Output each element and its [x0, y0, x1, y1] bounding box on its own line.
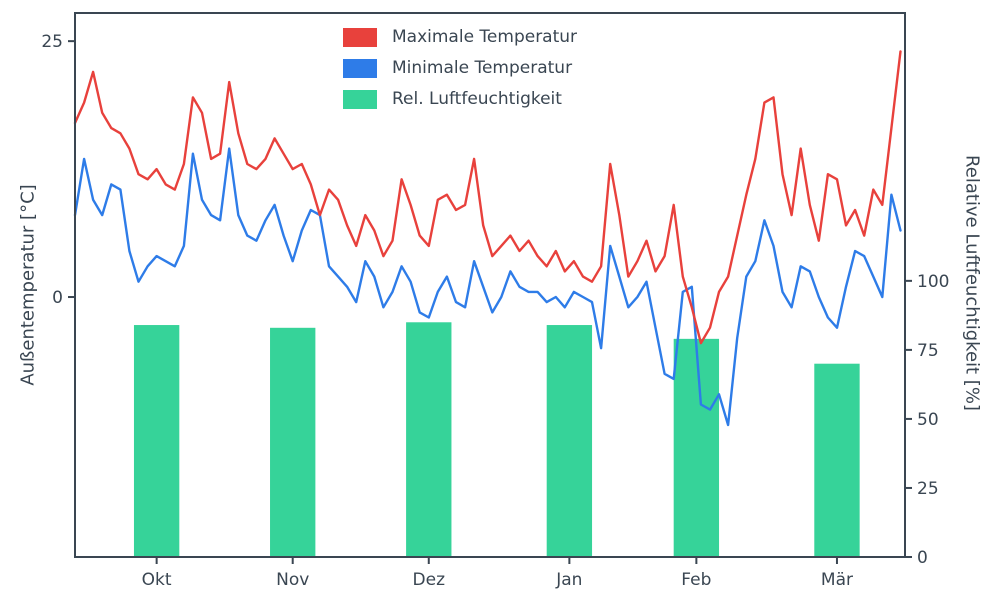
x-tick-label-Mär: Mär	[821, 570, 853, 590]
humidity-bar-Jan	[546, 325, 593, 557]
legend-label-humidity: Rel. Luftfeuchtigkeit	[392, 89, 562, 109]
legend-label-max-temp: Maximale Temperatur	[392, 27, 578, 47]
humidity-bar-Okt	[133, 325, 180, 557]
left-y-axis-label: Außentemperatur [°C]	[17, 184, 39, 386]
line-max-temperatur	[73, 50, 902, 345]
humidity-bar-Mär	[814, 363, 860, 557]
plot-border	[74, 12, 906, 558]
legend-swatch-max-temp-icon	[343, 27, 377, 47]
humidity-bar-Feb	[673, 338, 720, 557]
right-tick-label: 50	[917, 410, 939, 430]
x-tick-label-Nov: Nov	[276, 570, 309, 590]
right-y-axis-label: Relative Luftfeuchtigkeit [%]	[961, 155, 983, 411]
x-tick-label-Dez: Dez	[413, 570, 446, 590]
x-tick-label-Feb: Feb	[681, 570, 711, 590]
legend-item-humidity: Rel. Luftfeuchtigkeit	[343, 89, 577, 109]
right-tick-label: 25	[917, 479, 939, 499]
chart-legend: Maximale Temperatur Minimale Temperatur …	[343, 27, 577, 109]
x-tick-label-Jan: Jan	[555, 570, 582, 590]
left-tick-label: 0	[52, 288, 63, 308]
humidity-bar-Dez	[406, 322, 452, 557]
right-tick-label: 100	[917, 272, 949, 292]
right-tick-label: 75	[917, 341, 939, 361]
right-tick-label: 0	[917, 548, 928, 568]
line-min-temperatur	[73, 147, 902, 427]
legend-item-max-temp: Maximale Temperatur	[343, 27, 577, 47]
humidity-bar-Nov	[270, 327, 316, 557]
legend-label-min-temp: Minimale Temperatur	[392, 58, 573, 78]
legend-swatch-humidity-icon	[343, 89, 377, 109]
legend-swatch-min-temp-icon	[343, 58, 377, 78]
x-tick-label-Okt: Okt	[142, 570, 172, 590]
legend-item-min-temp: Minimale Temperatur	[343, 58, 577, 78]
left-tick-label: 25	[41, 32, 63, 52]
